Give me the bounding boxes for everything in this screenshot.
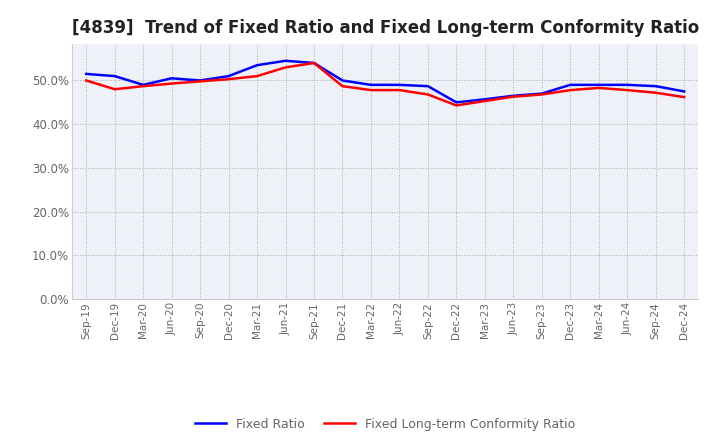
Fixed Ratio [82, 71, 91, 77]
Fixed Ratio [167, 76, 176, 81]
Fixed Long-term Conformity Ratio [196, 79, 204, 84]
Fixed Long-term Conformity Ratio [623, 88, 631, 93]
Fixed Long-term Conformity Ratio [366, 88, 375, 93]
Fixed Ratio [566, 82, 575, 88]
Fixed Ratio [253, 62, 261, 68]
Line: Fixed Ratio: Fixed Ratio [86, 61, 684, 103]
Fixed Long-term Conformity Ratio [282, 65, 290, 70]
Fixed Ratio [366, 82, 375, 88]
Fixed Ratio [282, 58, 290, 63]
Fixed Ratio [680, 89, 688, 94]
Fixed Long-term Conformity Ratio [509, 94, 518, 99]
Fixed Long-term Conformity Ratio [225, 77, 233, 82]
Fixed Ratio [338, 78, 347, 83]
Fixed Ratio [480, 97, 489, 102]
Line: Fixed Long-term Conformity Ratio: Fixed Long-term Conformity Ratio [86, 63, 684, 106]
Fixed Ratio [652, 84, 660, 89]
Fixed Long-term Conformity Ratio [139, 84, 148, 89]
Fixed Long-term Conformity Ratio [310, 60, 318, 66]
Fixed Ratio [110, 73, 119, 79]
Fixed Ratio [595, 82, 603, 88]
Fixed Long-term Conformity Ratio [110, 87, 119, 92]
Fixed Long-term Conformity Ratio [253, 73, 261, 79]
Fixed Ratio [509, 93, 518, 99]
Fixed Ratio [225, 73, 233, 79]
Fixed Long-term Conformity Ratio [452, 103, 461, 108]
Fixed Long-term Conformity Ratio [480, 99, 489, 104]
Fixed Ratio [310, 60, 318, 66]
Fixed Long-term Conformity Ratio [537, 92, 546, 97]
Fixed Long-term Conformity Ratio [680, 95, 688, 100]
Fixed Ratio [423, 84, 432, 89]
Fixed Long-term Conformity Ratio [652, 90, 660, 95]
Fixed Ratio [196, 78, 204, 83]
Fixed Ratio [395, 82, 404, 88]
Fixed Ratio [452, 100, 461, 105]
Fixed Long-term Conformity Ratio [338, 84, 347, 89]
Fixed Long-term Conformity Ratio [167, 81, 176, 86]
Fixed Ratio [537, 91, 546, 96]
Title: [4839]  Trend of Fixed Ratio and Fixed Long-term Conformity Ratio: [4839] Trend of Fixed Ratio and Fixed Lo… [71, 19, 699, 37]
Fixed Long-term Conformity Ratio [82, 78, 91, 83]
Fixed Long-term Conformity Ratio [395, 88, 404, 93]
Fixed Ratio [139, 82, 148, 88]
Legend: Fixed Ratio, Fixed Long-term Conformity Ratio: Fixed Ratio, Fixed Long-term Conformity … [190, 413, 580, 436]
Fixed Long-term Conformity Ratio [566, 88, 575, 93]
Fixed Long-term Conformity Ratio [423, 92, 432, 97]
Fixed Long-term Conformity Ratio [595, 85, 603, 91]
Fixed Ratio [623, 82, 631, 88]
